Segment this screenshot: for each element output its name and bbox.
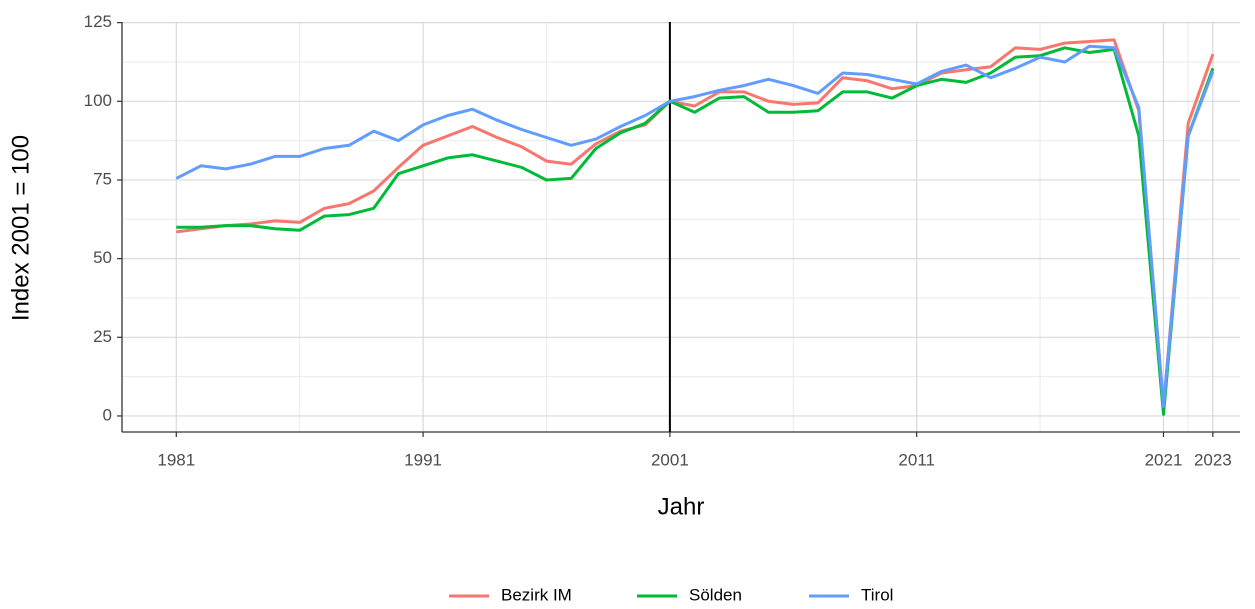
x-tick-label: 2011 [898, 450, 935, 469]
x-tick-label: 1981 [157, 450, 195, 469]
y-tick-label: 125 [84, 12, 112, 31]
y-axis-title: Index 2001 = 100 [7, 135, 34, 321]
x-tick-label: 1991 [404, 450, 442, 469]
x-tick-label: 2023 [1194, 450, 1232, 469]
series-line [176, 38, 1215, 408]
y-tick-label: 75 [93, 169, 112, 188]
legend-label: Sölden [689, 585, 742, 604]
x-axis-title: Jahr [658, 493, 705, 520]
legend-label: Bezirk IM [501, 585, 572, 604]
y-tick-label: 0 [103, 405, 112, 424]
series-line [176, 46, 1215, 416]
legend-label: Tirol [861, 585, 893, 604]
y-tick-label: 100 [84, 91, 112, 110]
x-tick-label: 2021 [1145, 450, 1183, 469]
y-tick-label: 25 [93, 327, 112, 346]
series-line [175, 44, 1215, 408]
y-tick-label: 50 [93, 248, 112, 267]
x-tick-label: 2001 [651, 450, 689, 469]
